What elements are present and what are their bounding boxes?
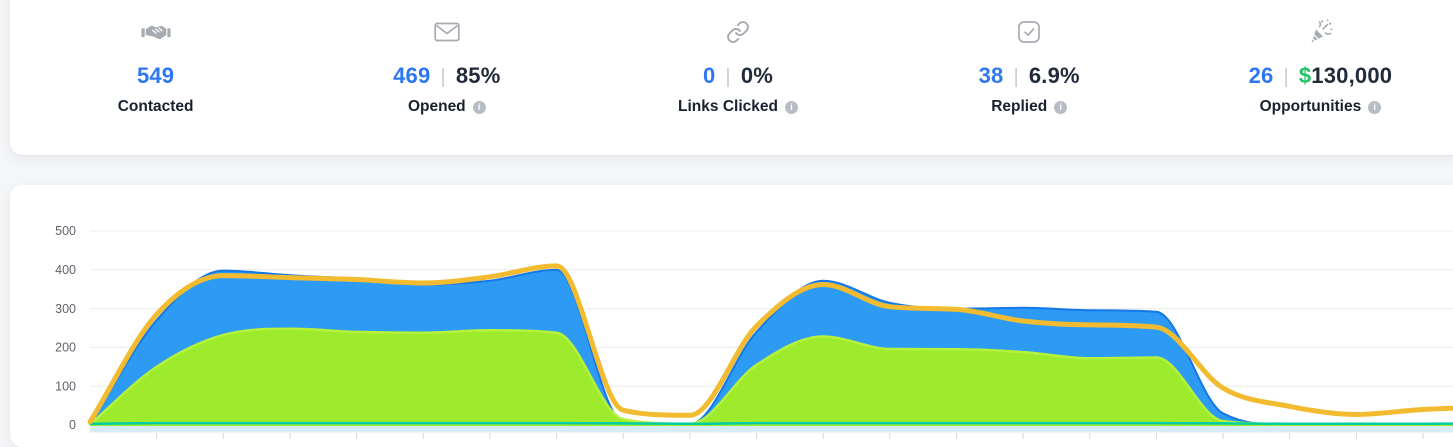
campaign-stats-card: 549 Contacted 469 | 85% Opened i bbox=[10, 0, 1453, 155]
info-icon[interactable]: i bbox=[784, 100, 798, 114]
value-separator: | bbox=[440, 66, 446, 88]
info-icon[interactable]: i bbox=[1368, 100, 1382, 114]
stat-values: 549 bbox=[137, 63, 174, 89]
replied-count: 38 bbox=[978, 63, 1004, 88]
info-icon[interactable]: i bbox=[472, 100, 486, 114]
stat-replied: 38 | 6.9% Replied i bbox=[884, 0, 1175, 155]
value-separator: | bbox=[1283, 66, 1289, 88]
replied-rate: 6.9% bbox=[1028, 63, 1080, 88]
party-popper-icon bbox=[1306, 18, 1334, 46]
envelope-icon bbox=[434, 18, 460, 46]
info-icon[interactable]: i bbox=[1054, 100, 1068, 114]
stat-label-contacted: Contacted bbox=[117, 98, 194, 115]
opened-rate: 85% bbox=[455, 63, 501, 88]
stat-opened: 469 | 85% Opened i bbox=[301, 0, 592, 155]
stat-contacted: 549 Contacted bbox=[10, 0, 301, 155]
links-clicked-count: 0 bbox=[702, 63, 716, 88]
stat-label-opened: Opened bbox=[407, 98, 466, 115]
svg-text:0: 0 bbox=[69, 418, 76, 432]
series-teal-line bbox=[88, 421, 1453, 426]
opened-count: 469 bbox=[393, 63, 431, 88]
stat-label-replied: Replied bbox=[991, 98, 1048, 115]
stat-links-clicked: 0 | 0% Links Clicked i bbox=[592, 0, 883, 155]
stat-values: 0 | 0% bbox=[703, 63, 773, 89]
link-icon bbox=[726, 18, 750, 46]
stat-values: 469 | 85% bbox=[393, 63, 500, 89]
currency-symbol: $ bbox=[1298, 63, 1312, 88]
x-axis-band bbox=[90, 426, 1453, 433]
x-tick-marks bbox=[156, 433, 1424, 439]
svg-text:400: 400 bbox=[55, 263, 76, 277]
stat-opportunities: 26 | $130,000 Opportunities i bbox=[1175, 0, 1453, 155]
links-clicked-rate: 0% bbox=[740, 63, 774, 88]
opportunities-count: 26 bbox=[1248, 63, 1274, 88]
value-separator: | bbox=[725, 66, 731, 88]
stat-values: 38 | 6.9% bbox=[979, 63, 1080, 89]
value-separator: | bbox=[1013, 66, 1019, 88]
handshake-icon bbox=[141, 18, 171, 46]
svg-text:200: 200 bbox=[55, 341, 76, 355]
checkbox-icon bbox=[1017, 18, 1041, 46]
stat-values: 26 | $130,000 bbox=[1249, 63, 1393, 89]
stat-label-opportunities: Opportunities bbox=[1259, 98, 1362, 115]
analytics-chart[interactable]: 0 100 200 300 400 500 bbox=[10, 185, 1453, 447]
stat-label-links-clicked: Links Clicked bbox=[678, 98, 778, 115]
opportunities-amount: 130,000 bbox=[1311, 63, 1393, 88]
contacted-count: 549 bbox=[136, 63, 175, 88]
opportunities-value: $130,000 bbox=[1299, 63, 1392, 89]
series-yellow-line bbox=[87, 263, 1453, 425]
svg-text:100: 100 bbox=[55, 379, 76, 393]
analytics-chart-card: 0 100 200 300 400 500 bbox=[10, 185, 1453, 447]
svg-text:300: 300 bbox=[55, 302, 76, 316]
svg-text:500: 500 bbox=[55, 224, 76, 238]
